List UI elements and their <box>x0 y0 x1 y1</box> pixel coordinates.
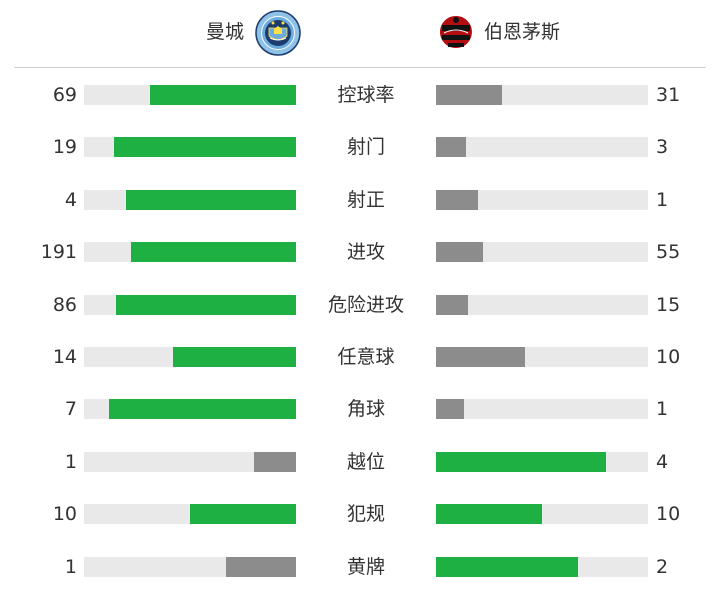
away-stat-bar-fill <box>436 242 483 263</box>
stat-row: 1 越位 4 <box>0 436 720 488</box>
stat-row: 14 任意球 10 <box>0 331 720 383</box>
header-divider <box>14 67 706 68</box>
stat-row: 19 射门 3 <box>0 121 720 173</box>
away-stat-bar-track <box>436 137 648 158</box>
away-stat-value: 10 <box>656 503 681 526</box>
away-stat-value: 4 <box>656 450 669 473</box>
stat-row: 7 角球 1 <box>0 383 720 435</box>
away-stat-bar-track <box>436 399 648 420</box>
home-stat-bar-fill <box>115 294 296 315</box>
away-stat-value: 10 <box>656 345 681 368</box>
away-stat-bar-track <box>436 189 648 210</box>
stat-row: 86 危险进攻 15 <box>0 279 720 331</box>
away-stat-bar-track <box>436 85 648 105</box>
home-stat-bar-fill <box>130 242 296 263</box>
away-stat-bar-fill <box>436 189 479 210</box>
away-stat-bar-fill <box>436 399 464 420</box>
stat-label: 黄牌 <box>346 555 385 578</box>
home-stat-bar-fill <box>253 451 296 472</box>
home-stat-bar-track <box>84 189 296 210</box>
away-stat-bar-track <box>436 294 648 315</box>
manchester-city-crest-icon <box>255 10 301 56</box>
stat-row: 10 犯规 10 <box>0 488 720 540</box>
away-team-name: 伯恩茅斯 <box>484 21 561 43</box>
home-stat-bar-track <box>84 556 296 577</box>
home-stat-bar-fill <box>109 399 296 420</box>
stat-row: 1 黄牌 2 <box>0 541 720 593</box>
stat-label: 控球率 <box>337 84 395 106</box>
home-stat-value: 1 <box>64 450 77 473</box>
home-stat-value: 1 <box>64 555 77 578</box>
away-stat-bar-fill <box>436 451 606 472</box>
away-stat-bar-track <box>436 504 648 525</box>
stat-label: 射门 <box>346 136 385 159</box>
stat-label: 射正 <box>346 188 385 211</box>
away-stat-bar-track <box>436 346 648 367</box>
match-header: 曼城 伯恩茅斯 <box>0 0 720 68</box>
home-stat-value: 69 <box>52 84 77 106</box>
bournemouth-crest-icon <box>439 16 472 48</box>
stats-table: 69 控球率 31 19 射门 3 4 射正 1 191 进攻 <box>0 69 720 593</box>
home-stat-value: 191 <box>40 241 77 264</box>
away-stat-bar-track <box>436 242 648 263</box>
home-stat-value: 7 <box>64 398 77 421</box>
stat-label: 任意球 <box>337 345 395 368</box>
away-stat-bar-fill <box>436 85 502 105</box>
stat-row: 69 控球率 31 <box>0 69 720 121</box>
home-stat-bar-track <box>84 137 296 158</box>
home-stat-value: 14 <box>52 345 77 368</box>
home-stat-value: 86 <box>52 293 77 316</box>
away-stat-bar-fill <box>436 504 542 525</box>
away-stat-bar-fill <box>436 346 526 367</box>
away-stat-value: 1 <box>656 188 669 211</box>
away-stat-value: 2 <box>656 555 669 578</box>
home-stat-value: 4 <box>64 188 77 211</box>
away-stat-bar-fill <box>436 556 579 577</box>
home-stat-bar-fill <box>173 346 296 367</box>
away-stat-bar-track <box>436 556 648 577</box>
home-stat-bar-fill <box>126 189 296 210</box>
home-team-name: 曼城 <box>206 21 245 43</box>
home-stat-bar-track <box>84 504 296 525</box>
stat-row: 4 射正 1 <box>0 174 720 226</box>
home-stat-bar-track <box>84 399 296 420</box>
home-stat-bar-fill <box>190 504 296 525</box>
away-stat-bar-track <box>436 451 648 472</box>
home-stat-bar-fill <box>226 556 296 577</box>
home-stat-bar-fill <box>113 137 296 158</box>
home-stat-bar-track <box>84 451 296 472</box>
away-stat-value: 31 <box>656 84 681 106</box>
away-stat-value: 55 <box>656 241 681 264</box>
stat-label: 危险进攻 <box>327 293 404 316</box>
away-stat-value: 1 <box>656 398 669 421</box>
away-stat-bar-fill <box>436 294 468 315</box>
stat-label: 越位 <box>346 450 385 473</box>
home-stat-bar-track <box>84 242 296 263</box>
home-stat-bar-track <box>84 85 296 105</box>
home-stat-value: 10 <box>52 503 77 526</box>
stat-label: 进攻 <box>346 241 385 264</box>
home-stat-value: 19 <box>52 136 77 159</box>
home-stat-bar-fill <box>149 85 296 105</box>
stat-label: 角球 <box>346 398 385 421</box>
stat-label: 犯规 <box>346 503 385 526</box>
stat-row: 191 进攻 55 <box>0 226 720 278</box>
home-stat-bar-track <box>84 346 296 367</box>
away-stat-bar-fill <box>436 137 466 158</box>
away-stat-value: 15 <box>656 293 681 316</box>
away-stat-value: 3 <box>656 136 669 159</box>
home-stat-bar-track <box>84 294 296 315</box>
